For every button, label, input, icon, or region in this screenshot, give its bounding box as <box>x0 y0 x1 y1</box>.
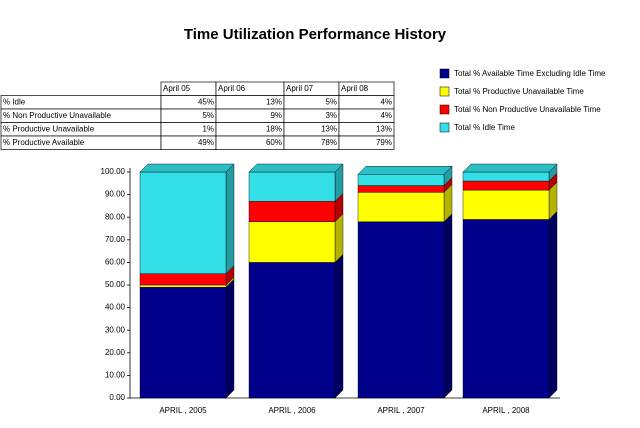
row-label: % Productive Unavailable <box>3 124 95 133</box>
bar-side <box>443 213 453 399</box>
table-value: 5% <box>325 97 337 106</box>
y-tick-label: 70.00 <box>105 235 126 244</box>
bar-side <box>334 213 344 263</box>
bar-top <box>139 163 235 173</box>
y-tick-label: 40.00 <box>105 303 126 312</box>
x-tick-label: APRIL , 2005 <box>159 406 207 415</box>
bar-segment <box>357 174 445 186</box>
table-header: April 05 <box>163 84 191 93</box>
table-value: 18% <box>266 124 282 133</box>
bar-segment <box>462 219 550 399</box>
y-tick-label: 10.00 <box>105 371 126 380</box>
bar-segment <box>139 284 227 288</box>
table-cell <box>338 135 395 150</box>
table-header: April 07 <box>286 84 314 93</box>
y-tick-label: 100.00 <box>101 167 126 176</box>
bar-segment <box>357 192 445 222</box>
row-label: % Productive Available <box>3 138 85 147</box>
y-tick-label: 0.00 <box>109 393 125 402</box>
bar-top <box>357 166 453 175</box>
table-header: April 08 <box>341 84 369 93</box>
y-tick-label: 50.00 <box>105 280 126 289</box>
legend-swatch <box>439 86 450 97</box>
y-tick-label: 20.00 <box>105 348 126 357</box>
bar-side <box>548 210 558 399</box>
bar-segment <box>248 262 336 399</box>
bar-segment <box>357 185 445 193</box>
row-label: % Idle <box>3 97 26 106</box>
table-value: 1% <box>202 124 214 133</box>
table-value: 78% <box>321 138 337 147</box>
y-tick-label: 30.00 <box>105 325 126 334</box>
table-value: 49% <box>198 138 214 147</box>
table-value: 13% <box>266 97 282 106</box>
bar-segment <box>248 201 336 222</box>
legend-swatch <box>439 104 450 115</box>
legend-swatch <box>439 122 450 133</box>
bar-side <box>225 163 235 275</box>
table-value: 13% <box>321 124 337 133</box>
legend-label: Total % Idle Time <box>454 123 515 132</box>
table-value: 60% <box>266 138 282 147</box>
y-tick-label: 60.00 <box>105 258 126 267</box>
bar-segment <box>462 171 550 182</box>
x-tick-label: APRIL , 2008 <box>482 406 530 415</box>
bar-top <box>248 163 344 173</box>
bar-side <box>334 253 344 399</box>
bar-side <box>225 278 235 399</box>
legend-label: Total % Non Productive Unavailable Time <box>454 105 601 114</box>
x-tick-label: APRIL , 2007 <box>377 406 425 415</box>
chart-title: Time Utilization Performance History <box>184 26 447 43</box>
y-tick-label: 90.00 <box>105 190 126 199</box>
legend-label: Total % Available Time Excluding Idle Ti… <box>454 69 606 78</box>
table-header: April 06 <box>218 84 246 93</box>
y-tick-label: 80.00 <box>105 212 126 221</box>
bar-segment <box>139 287 227 399</box>
legend-label: Total % Productive Unavailable Time <box>454 87 584 96</box>
bar-segment <box>139 171 227 274</box>
table-value: 5% <box>202 111 214 120</box>
bar-segment <box>462 180 550 191</box>
table-value: 9% <box>270 111 282 120</box>
table-value: 4% <box>380 97 392 106</box>
table-value: 45% <box>198 97 214 106</box>
table-value: 4% <box>380 111 392 120</box>
bar-segment <box>248 221 336 263</box>
legend-swatch <box>439 68 450 79</box>
bar-segment <box>248 171 336 202</box>
bar-segment <box>357 221 445 399</box>
bar-top <box>462 163 558 173</box>
x-tick-label: APRIL , 2006 <box>268 406 316 415</box>
table-value: 79% <box>376 138 392 147</box>
row-label: % Non Productive Unavailable <box>3 111 112 120</box>
table-value: 3% <box>325 111 337 120</box>
bar-segment <box>139 273 227 286</box>
table-value: 13% <box>376 124 392 133</box>
bar-segment <box>462 189 550 220</box>
